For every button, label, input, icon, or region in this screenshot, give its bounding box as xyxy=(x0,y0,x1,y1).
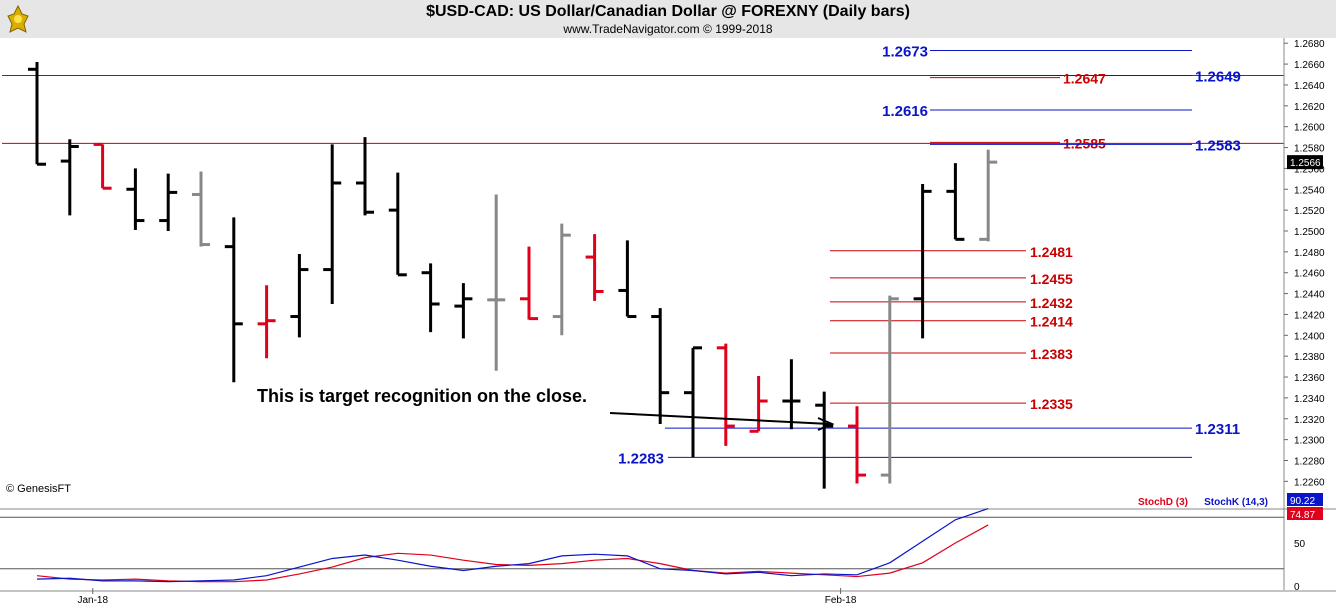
price-tick-label: 1.2680 xyxy=(1294,39,1325,50)
ohlc-bar xyxy=(454,283,473,339)
ohlc-bar xyxy=(651,308,670,424)
annotation-layer: This is target recognition on the close.… xyxy=(6,386,835,495)
ohlc-bar xyxy=(848,406,866,484)
price-tick-label: 1.2360 xyxy=(1294,373,1325,384)
price-tick-label: 1.2620 xyxy=(1294,102,1325,113)
gold-nugget-logo-icon xyxy=(7,4,29,33)
stoch-last-label: 90.22 xyxy=(1290,496,1315,507)
price-tick-label: 1.2500 xyxy=(1294,227,1325,238)
ohlc-bar xyxy=(913,184,932,339)
price-tick-label: 1.2640 xyxy=(1294,81,1325,92)
ohlc-bar xyxy=(552,223,571,336)
price-tick-label: 1.2520 xyxy=(1294,206,1325,217)
ohlc-bar xyxy=(192,171,210,247)
stoch-line-k xyxy=(36,508,989,583)
ohlc-bar xyxy=(356,137,374,216)
ohlc-bar xyxy=(946,163,965,241)
annotation-text: This is target recognition on the close. xyxy=(257,386,587,406)
ohlc-bar xyxy=(257,285,276,359)
ohlc-bar xyxy=(323,144,342,305)
ohlc-bar xyxy=(880,295,899,484)
stoch-tick-label: 0 xyxy=(1294,582,1300,593)
price-tick-label: 1.2400 xyxy=(1294,331,1325,342)
annotation-arrow-line xyxy=(609,412,831,425)
ohlc-bar xyxy=(224,217,243,383)
ohlc-bar xyxy=(585,234,604,301)
level-label: 1.2383 xyxy=(1030,346,1073,362)
price-tick-label: 1.2560 xyxy=(1294,164,1325,175)
price-tick-label: 1.2600 xyxy=(1294,123,1325,134)
level-label: 1.2283 xyxy=(618,450,664,467)
ohlc-bar xyxy=(520,246,538,321)
ohlc-bar xyxy=(782,359,801,430)
price-tick-label: 1.2420 xyxy=(1294,310,1325,321)
price-tick-label: 1.2260 xyxy=(1294,477,1325,488)
price-tick-label: 1.2280 xyxy=(1294,456,1325,467)
ohlc-bar xyxy=(28,61,46,166)
date-tick-label: Jan-18 xyxy=(77,595,108,606)
price-bars-layer xyxy=(28,61,998,489)
level-label: 1.2455 xyxy=(1030,271,1073,287)
date-axis: Jan-18 Feb-18 xyxy=(0,588,1336,606)
ohlc-bar xyxy=(60,139,79,216)
ohlc-bar xyxy=(716,343,735,446)
price-tick-label: 1.2660 xyxy=(1294,60,1325,71)
ohlc-bar xyxy=(684,346,702,458)
price-tick-label: 1.2460 xyxy=(1294,269,1325,280)
ohlc-bar xyxy=(93,142,112,190)
ohlc-bar xyxy=(290,253,309,338)
level-label: 1.2432 xyxy=(1030,295,1073,311)
ohlc-bar xyxy=(749,375,768,433)
ohlc-bar xyxy=(815,391,834,489)
price-axis: 1.2260 1.2280 1.2300 1.2320 1.2340 1.2360 1.23… xyxy=(1283,38,1336,607)
stochastic-panel: 0 50 StochD (3) 74.87 StochK (14,3) 90.22 xyxy=(0,493,1336,593)
watermark: © GenesisFT xyxy=(6,483,71,495)
ohlc-bar xyxy=(388,172,407,277)
level-label: 1.2616 xyxy=(882,103,928,120)
last-price-label: 1.2566 xyxy=(1290,158,1321,169)
ohlc-bar xyxy=(126,168,145,230)
stoch-tick-label: 50 xyxy=(1294,539,1306,550)
level-label: 1.2414 xyxy=(1030,314,1073,330)
stoch-legend-label: StochK (14,3) xyxy=(1204,497,1268,508)
stoch-last-tag xyxy=(1287,493,1323,506)
level-label: 1.2583 xyxy=(1195,137,1241,154)
price-tick-label: 1.2540 xyxy=(1294,185,1325,196)
price-tick-label: 1.2320 xyxy=(1294,415,1325,426)
stoch-last-label: 74.87 xyxy=(1290,510,1315,521)
stoch-last-tag xyxy=(1287,507,1323,520)
date-tick-label: Feb-18 xyxy=(825,595,857,606)
chart-title: $USD-CAD: US Dollar/Canadian Dollar @ FO… xyxy=(426,3,910,20)
price-tick-label: 1.2380 xyxy=(1294,352,1325,363)
ohlc-bar xyxy=(618,240,637,319)
price-tick-label: 1.2580 xyxy=(1294,144,1325,155)
level-label: 1.2585 xyxy=(1063,135,1106,151)
level-label: 1.2335 xyxy=(1030,396,1073,412)
chart-header xyxy=(0,0,1336,38)
price-tick-label: 1.2300 xyxy=(1294,436,1325,447)
price-tick-label: 1.2340 xyxy=(1294,394,1325,405)
ohlc-bar xyxy=(159,173,178,231)
annotation-arrow-head xyxy=(817,417,835,431)
level-label: 1.2647 xyxy=(1063,71,1106,87)
level-lines-layer: 1.2673 1.2649 1.2647 1.2616 1.2585 1.2583 1.24… xyxy=(2,44,1284,467)
ohlc-bar xyxy=(979,149,998,242)
stoch-legend-label: StochD (3) xyxy=(1138,497,1188,508)
chart-subtitle: www.TradeNavigator.com © 1999-2018 xyxy=(563,22,773,36)
level-label: 1.2481 xyxy=(1030,244,1073,260)
last-price-tag xyxy=(1287,155,1323,170)
level-label: 1.2649 xyxy=(1195,69,1241,86)
stoch-line-d xyxy=(36,524,989,583)
ohlc-bar xyxy=(487,194,506,371)
ohlc-bar xyxy=(421,263,440,333)
price-tick-label: 1.2480 xyxy=(1294,248,1325,259)
level-label: 1.2673 xyxy=(882,44,928,61)
level-label: 1.2311 xyxy=(1195,421,1240,438)
price-tick-label: 1.2440 xyxy=(1294,290,1325,301)
